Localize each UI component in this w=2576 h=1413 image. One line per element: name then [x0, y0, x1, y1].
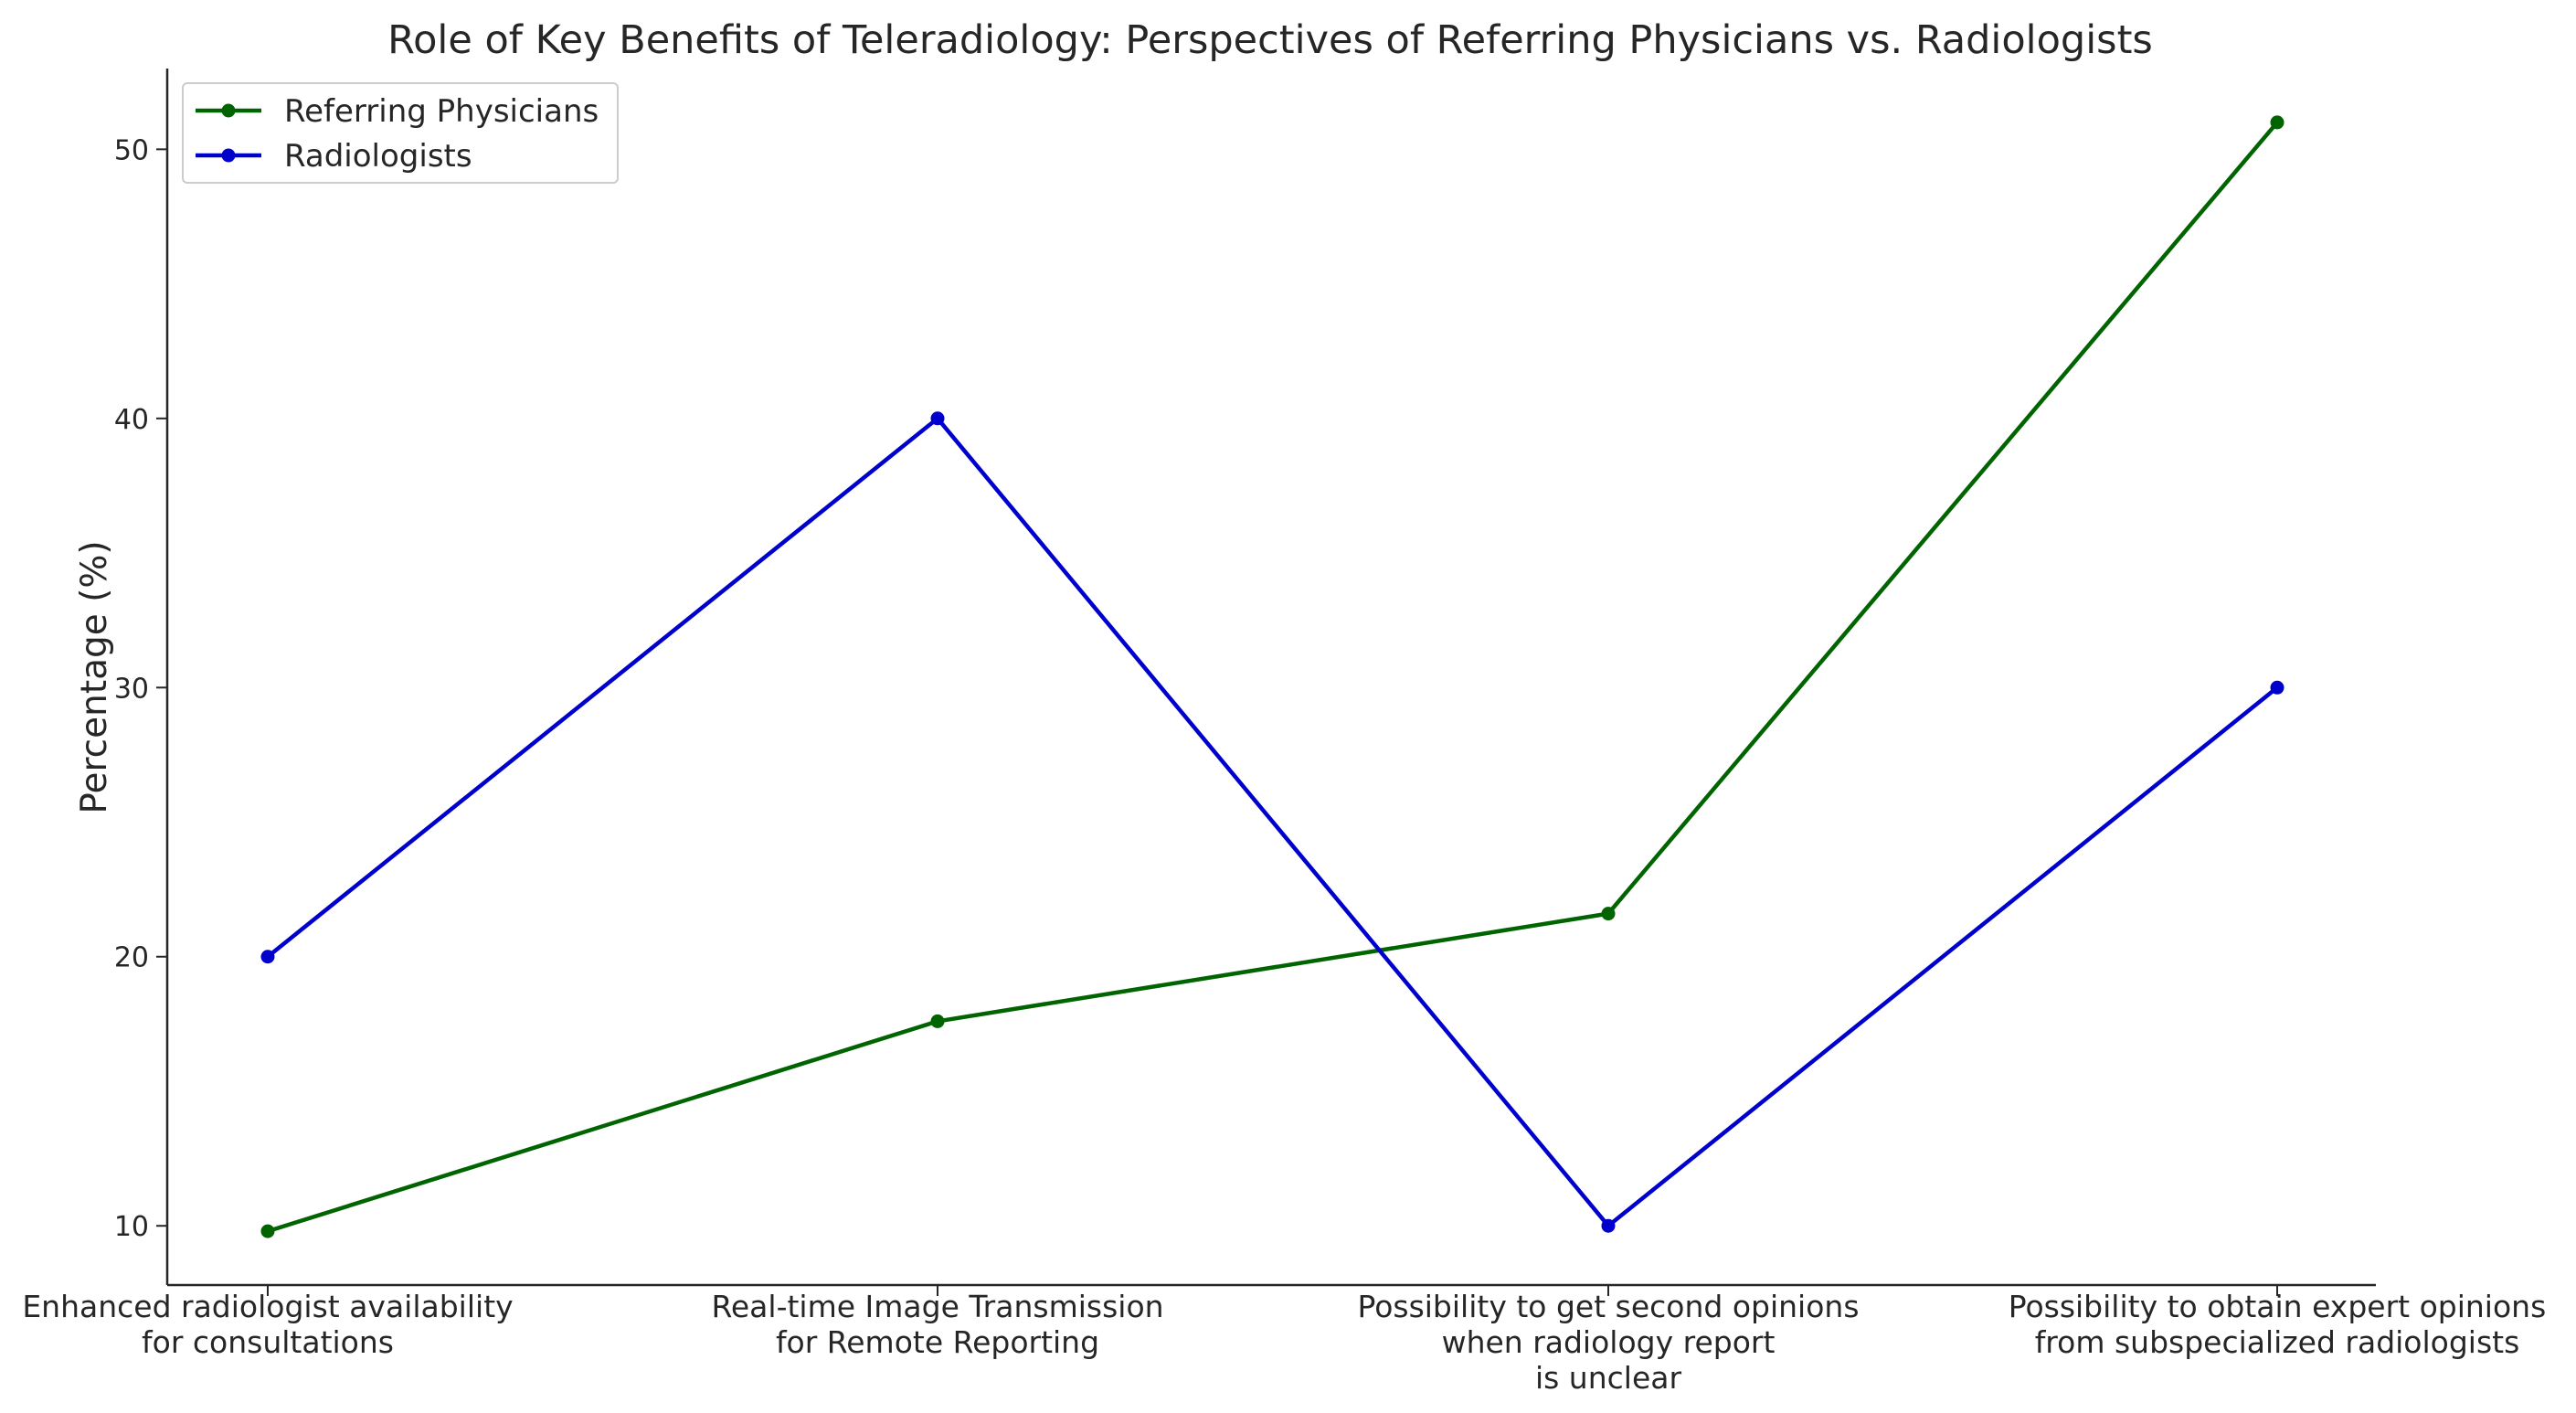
legend-marker-referring-physicians	[221, 103, 236, 118]
x-tick-label: Real-time Image Transmission	[711, 1289, 1163, 1324]
series-lines	[260, 115, 2284, 1238]
chart-title: Role of Key Benefits of Teleradiology: P…	[387, 17, 2153, 63]
data-point-referring-physicians	[2270, 115, 2284, 130]
x-tick-label: for consultations	[142, 1324, 394, 1360]
series-line-radiologists	[266, 415, 2279, 1229]
data-point-referring-physicians	[1601, 907, 1616, 921]
x-tick-label: from subspecialized radiologists	[2035, 1324, 2520, 1360]
x-tick-label: when radiology report	[1442, 1324, 1776, 1360]
legend-label-radiologists: Radiologists	[284, 138, 472, 175]
data-point-radiologists	[930, 411, 945, 426]
x-tick-label: is unclear	[1535, 1360, 1682, 1396]
axes	[165, 69, 2376, 1287]
legend-label-referring-physicians: Referring Physicians	[284, 93, 599, 130]
series-line-referring-physicians	[267, 121, 2279, 1234]
y-tick-label: 40	[114, 404, 149, 436]
x-tick-label: Possibility to obtain expert opinions	[2009, 1289, 2547, 1324]
y-tick-label: 30	[114, 673, 149, 705]
legend-box	[182, 82, 619, 184]
x-tick-label: Possibility to get second opinions	[1357, 1289, 1859, 1324]
y-tick-label: 20	[114, 942, 149, 974]
data-point-radiologists	[1601, 1218, 1616, 1233]
y-tick-label: 50	[114, 134, 149, 166]
y-tick-label: 10	[114, 1211, 149, 1243]
data-point-referring-physicians	[930, 1014, 945, 1028]
y-ticks: 10 20 30 40 50	[114, 134, 167, 1243]
legend-marker-radiologists	[221, 148, 236, 163]
data-point-referring-physicians	[260, 1224, 275, 1238]
data-point-radiologists	[260, 950, 275, 964]
y-axis-label: Percentage (%)	[74, 540, 115, 813]
x-tick-label: for Remote Reporting	[776, 1324, 1099, 1360]
data-point-radiologists	[2270, 680, 2284, 695]
x-tick-label: Enhanced radiologist availability	[22, 1289, 513, 1324]
legend: Referring Physicians Radiologists	[182, 82, 619, 184]
